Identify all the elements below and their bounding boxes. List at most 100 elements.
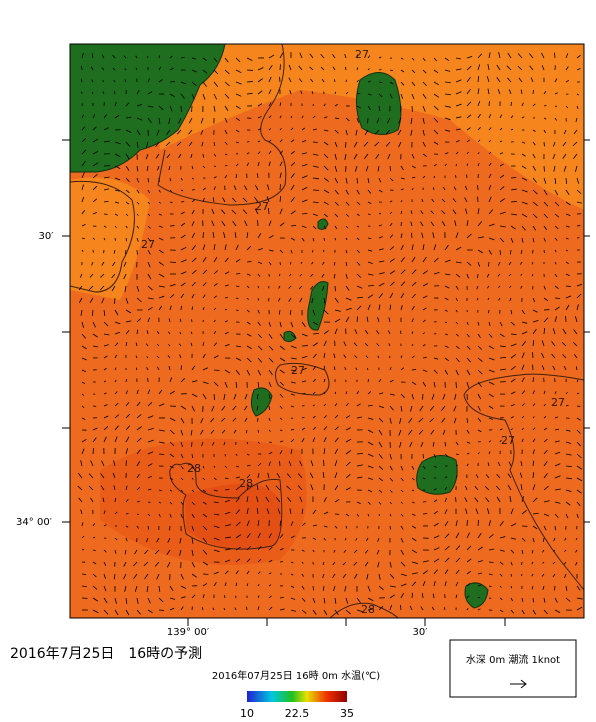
arrow — [365, 537, 369, 542]
arrow — [389, 93, 393, 99]
arrow — [202, 93, 206, 100]
arrow — [290, 585, 295, 588]
arrow — [389, 270, 396, 275]
arrow — [113, 249, 116, 254]
arrow — [234, 607, 237, 611]
arrow — [488, 321, 491, 327]
arrow — [224, 284, 229, 287]
arrow — [452, 209, 457, 215]
arrow — [224, 105, 229, 111]
arrow — [576, 597, 583, 600]
arrow — [576, 189, 582, 194]
arrow — [158, 489, 162, 492]
arrow — [356, 189, 360, 195]
arrow — [444, 163, 447, 167]
arrow — [532, 89, 534, 95]
arrow — [212, 607, 215, 611]
arrow — [565, 304, 570, 311]
arrow — [103, 225, 107, 228]
arrow — [520, 89, 523, 95]
arrow — [562, 141, 567, 147]
arrow — [81, 393, 85, 396]
arrow — [290, 521, 294, 527]
arrow — [278, 297, 281, 302]
arrow — [520, 261, 523, 265]
arrow — [103, 176, 110, 179]
arrow — [279, 115, 282, 119]
arrow — [191, 220, 195, 227]
arrow — [411, 81, 416, 87]
arrow — [356, 237, 360, 241]
arrow — [301, 609, 307, 614]
arrow — [499, 333, 505, 338]
arrow — [532, 377, 535, 383]
arrow — [213, 513, 220, 516]
arrow — [100, 273, 105, 278]
arrow — [532, 237, 535, 243]
arrow — [345, 129, 348, 136]
arrow — [114, 425, 119, 431]
arrow — [499, 174, 505, 179]
arrow — [133, 561, 138, 567]
arrow — [345, 177, 348, 184]
arrow — [320, 66, 325, 71]
arrow — [422, 81, 427, 87]
arrow — [565, 513, 569, 519]
arrow — [156, 537, 160, 543]
arrow — [257, 606, 260, 611]
arrow — [477, 126, 481, 131]
arrow — [222, 197, 226, 203]
arrow — [411, 305, 415, 311]
arrow — [454, 393, 457, 400]
arrow — [510, 128, 514, 131]
arrow — [444, 309, 448, 312]
arrow — [466, 220, 469, 227]
arrow — [200, 429, 204, 435]
arrow — [125, 189, 130, 194]
arrow — [400, 257, 405, 263]
arrow — [367, 261, 373, 264]
arrow — [257, 546, 262, 551]
arrow — [509, 285, 512, 289]
contour-label: 27 — [291, 364, 305, 377]
arrow — [442, 393, 446, 400]
arrow — [333, 366, 336, 371]
arrow — [575, 561, 578, 566]
arrow — [323, 537, 326, 541]
arrow — [257, 532, 261, 539]
arrow — [136, 201, 140, 205]
arrow — [178, 117, 182, 124]
arrow — [356, 452, 364, 455]
arrow — [367, 294, 374, 299]
arrow — [376, 549, 380, 555]
arrow — [257, 333, 262, 339]
arrow — [367, 608, 374, 611]
arrow — [499, 561, 504, 565]
arrow — [278, 309, 281, 315]
arrow — [356, 296, 363, 299]
arrow — [224, 331, 229, 335]
arrow — [444, 557, 450, 563]
arrow — [521, 609, 525, 615]
arrow — [400, 293, 405, 299]
arrow — [158, 389, 163, 395]
arrow — [279, 369, 285, 374]
arrow — [136, 401, 141, 407]
arrow — [290, 224, 297, 227]
arrow — [442, 429, 446, 435]
arrow — [323, 116, 328, 119]
arrow — [312, 426, 316, 431]
arrow — [245, 429, 248, 434]
arrow — [377, 561, 380, 568]
arrow — [202, 153, 204, 158]
arrow — [169, 607, 175, 611]
arrow — [180, 378, 186, 383]
arrow — [510, 428, 513, 431]
arrow — [444, 321, 448, 324]
arrow — [268, 128, 271, 131]
arrow — [389, 561, 392, 568]
arrow — [213, 81, 219, 87]
arrow — [224, 381, 228, 388]
arrow — [213, 165, 217, 167]
arrow — [565, 66, 569, 71]
